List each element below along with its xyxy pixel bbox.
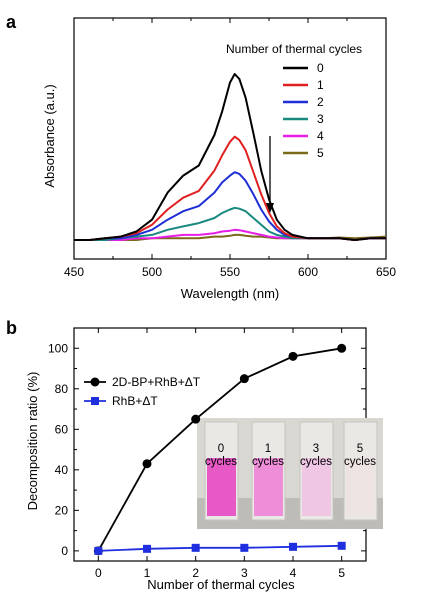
cuvette-solution <box>254 458 283 516</box>
panel-b: b 0 1 2 3 4 5 0 20 40 60 80 100 Number of thermal c… <box>6 318 383 592</box>
data-point <box>337 541 346 550</box>
legend-label-1: 1 <box>317 78 324 92</box>
data-point <box>142 459 152 469</box>
series-line <box>97 347 342 552</box>
series-line-1 <box>74 135 386 241</box>
y-tick-label: 40 <box>55 463 69 477</box>
data-point <box>191 543 200 552</box>
panel-a: a 450 500 550 600 650 Wavelength (nm) Absorb… <box>6 12 396 301</box>
data-point <box>240 543 249 552</box>
legend-label-3: 3 <box>317 112 324 126</box>
x-tick-label: 5 <box>338 566 345 580</box>
legend-marker <box>90 377 100 387</box>
x-tick-label: 500 <box>142 265 162 279</box>
cuvette-solution <box>207 458 236 516</box>
data-point <box>288 351 298 361</box>
panel-b-ticks: 0 1 2 3 4 5 0 20 40 60 80 100 <box>48 328 366 580</box>
x-tick-label: 4 <box>290 566 297 580</box>
x-tick-label: 1 <box>144 566 151 580</box>
y-tick-label: 80 <box>55 382 69 396</box>
data-point <box>191 414 201 424</box>
panel-b-lines <box>93 343 347 556</box>
y-tick-label: 60 <box>55 422 69 436</box>
legend-marker <box>91 397 99 405</box>
panel-a-lines <box>74 73 387 241</box>
legend-label-0: 0 <box>317 61 324 75</box>
x-tick-label: 550 <box>220 265 240 279</box>
data-point <box>94 546 103 555</box>
cuvette-label: 0 cycles <box>205 443 237 468</box>
panel-b-x-axis-label: Number of thermal cycles <box>147 577 295 592</box>
data-point <box>337 343 347 353</box>
x-tick-label: 3 <box>241 566 248 580</box>
x-tick-label: 0 <box>95 566 102 580</box>
series-line-0 <box>74 73 386 241</box>
cuvette-label: 5 cycles <box>344 443 376 468</box>
series-line <box>98 544 342 552</box>
panel-a-x-axis-label: Wavelength (nm) <box>181 286 280 301</box>
panel-a-label: a <box>6 12 17 32</box>
x-tick-label: 650 <box>376 265 396 279</box>
panel-b-legend: 2D-BP+RhB+ΔT RhB+ΔT <box>84 375 201 408</box>
cuvette-label: 3 cycles <box>300 443 332 468</box>
cuvette-solution <box>302 458 331 516</box>
panel-a-ticks: 450 500 550 600 650 <box>64 18 396 279</box>
panel-a-y-axis-label: Absorbance (a.u.) <box>42 84 57 187</box>
legend-label-5: 5 <box>317 146 324 160</box>
y-tick-label: 20 <box>55 503 69 517</box>
legend-label-2: 2 <box>317 95 324 109</box>
legend-label: RhB+ΔT <box>112 394 158 408</box>
y-tick-label: 100 <box>48 341 68 355</box>
panel-a-legend: 0 1 2 3 4 5 <box>283 61 324 160</box>
legend-label: 2D-BP+RhB+ΔT <box>112 375 201 389</box>
panel-a-legend-title: Number of thermal cycles <box>226 42 362 56</box>
x-tick-label: 600 <box>298 265 318 279</box>
x-tick-label: 2 <box>192 566 199 580</box>
cuvette-solution <box>346 458 375 516</box>
data-point <box>143 544 151 553</box>
y-tick-label: 0 <box>61 544 68 558</box>
inset-photo: 0 cycles 1 cycles 3 cycles 5 cycles <box>197 418 383 529</box>
legend-label-4: 4 <box>317 129 324 143</box>
panel-b-label: b <box>6 318 17 338</box>
data-point <box>289 542 297 551</box>
cuvette-label: 1 cycles <box>252 443 284 468</box>
decrease-arrow <box>266 136 274 213</box>
data-point <box>239 374 249 384</box>
panel-b-y-axis-label: Decomposition ratio (%) <box>25 372 40 511</box>
x-tick-label: 450 <box>64 265 84 279</box>
